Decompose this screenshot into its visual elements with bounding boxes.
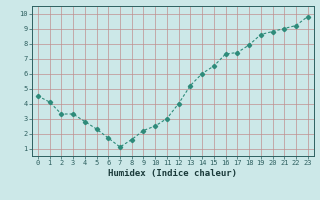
X-axis label: Humidex (Indice chaleur): Humidex (Indice chaleur)	[108, 169, 237, 178]
